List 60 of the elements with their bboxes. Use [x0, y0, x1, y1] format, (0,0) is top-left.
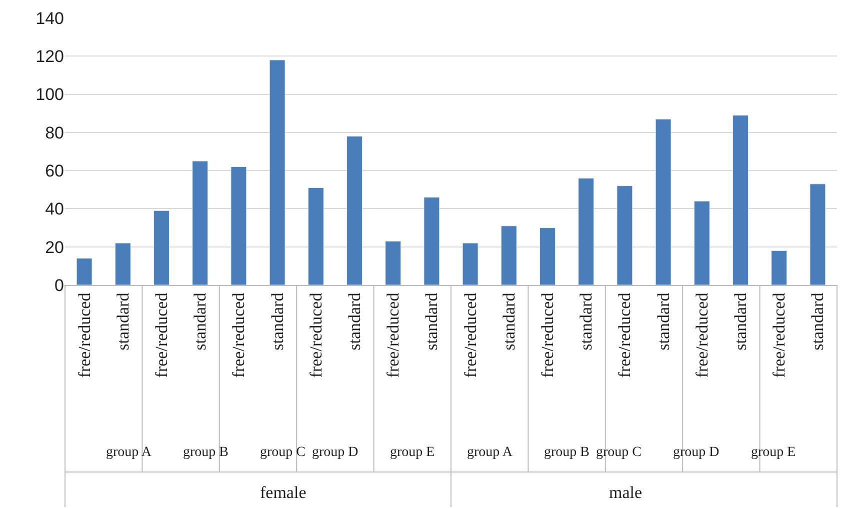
- x-tick-label: free/reduced: [615, 292, 634, 378]
- bar: [385, 240, 402, 285]
- y-tick-label: 100: [36, 85, 64, 104]
- bar: [192, 160, 208, 285]
- bar: [732, 115, 748, 285]
- bar: [230, 166, 247, 285]
- bar: [346, 136, 362, 285]
- text: group B: [544, 445, 590, 460]
- x-tick-label: standard: [654, 292, 673, 350]
- text: group C: [260, 445, 306, 460]
- bar: [578, 178, 594, 285]
- bar: [540, 228, 556, 285]
- y-tick-label: 20: [45, 238, 64, 257]
- text: group C: [596, 445, 642, 460]
- text: female: [260, 483, 306, 502]
- text: male: [609, 483, 642, 502]
- x-tick-label: free/reduced: [384, 292, 403, 378]
- x-tick-label: standard: [422, 292, 442, 350]
- y-tick-label: 40: [45, 200, 64, 219]
- y-tick-label: 120: [36, 47, 64, 66]
- x-tick-label: free/reduced: [460, 292, 480, 378]
- x-tick-label: free/reduced: [74, 292, 94, 378]
- x-tick-label: standard: [499, 292, 518, 350]
- x-tick-label: standard: [576, 292, 596, 350]
- x-tick-label: free/reduced: [152, 292, 172, 378]
- bar: [771, 250, 788, 285]
- bar: [424, 197, 440, 285]
- text: group D: [673, 445, 720, 460]
- text: group E: [751, 445, 796, 460]
- bar: [114, 242, 131, 285]
- bar: [616, 186, 633, 285]
- y-tick-label: 60: [45, 162, 64, 181]
- text: group D: [312, 445, 358, 460]
- y-tick-label: 0: [54, 276, 64, 295]
- x-tick-label: standard: [113, 292, 132, 350]
- bar: [462, 242, 478, 285]
- text: group A: [467, 445, 514, 460]
- bar: [810, 184, 826, 285]
- bar: [76, 258, 92, 285]
- text: group B: [183, 445, 228, 460]
- y-tick-label: 80: [45, 123, 64, 142]
- x-tick-label: free/reduced: [229, 292, 248, 378]
- bar: [269, 60, 286, 285]
- x-tick-label: free/reduced: [306, 292, 326, 378]
- x-tick-label: standard: [268, 292, 287, 350]
- bar: [154, 210, 170, 285]
- text: group A: [106, 445, 152, 460]
- bar: [500, 226, 517, 285]
- bar: [694, 200, 710, 285]
- x-tick-label: free/reduced: [538, 292, 558, 378]
- x-tick-label: standard: [731, 292, 750, 350]
- x-tick-label: standard: [190, 292, 210, 350]
- x-tick-label: free/reduced: [692, 292, 712, 378]
- bar: [655, 118, 672, 285]
- x-tick-label: standard: [345, 292, 364, 350]
- text: group E: [390, 445, 435, 460]
- bar: [308, 187, 324, 285]
- y-tick-label: 140: [36, 8, 64, 28]
- x-tick-label: standard: [808, 292, 828, 350]
- x-tick-label: free/reduced: [770, 292, 789, 378]
